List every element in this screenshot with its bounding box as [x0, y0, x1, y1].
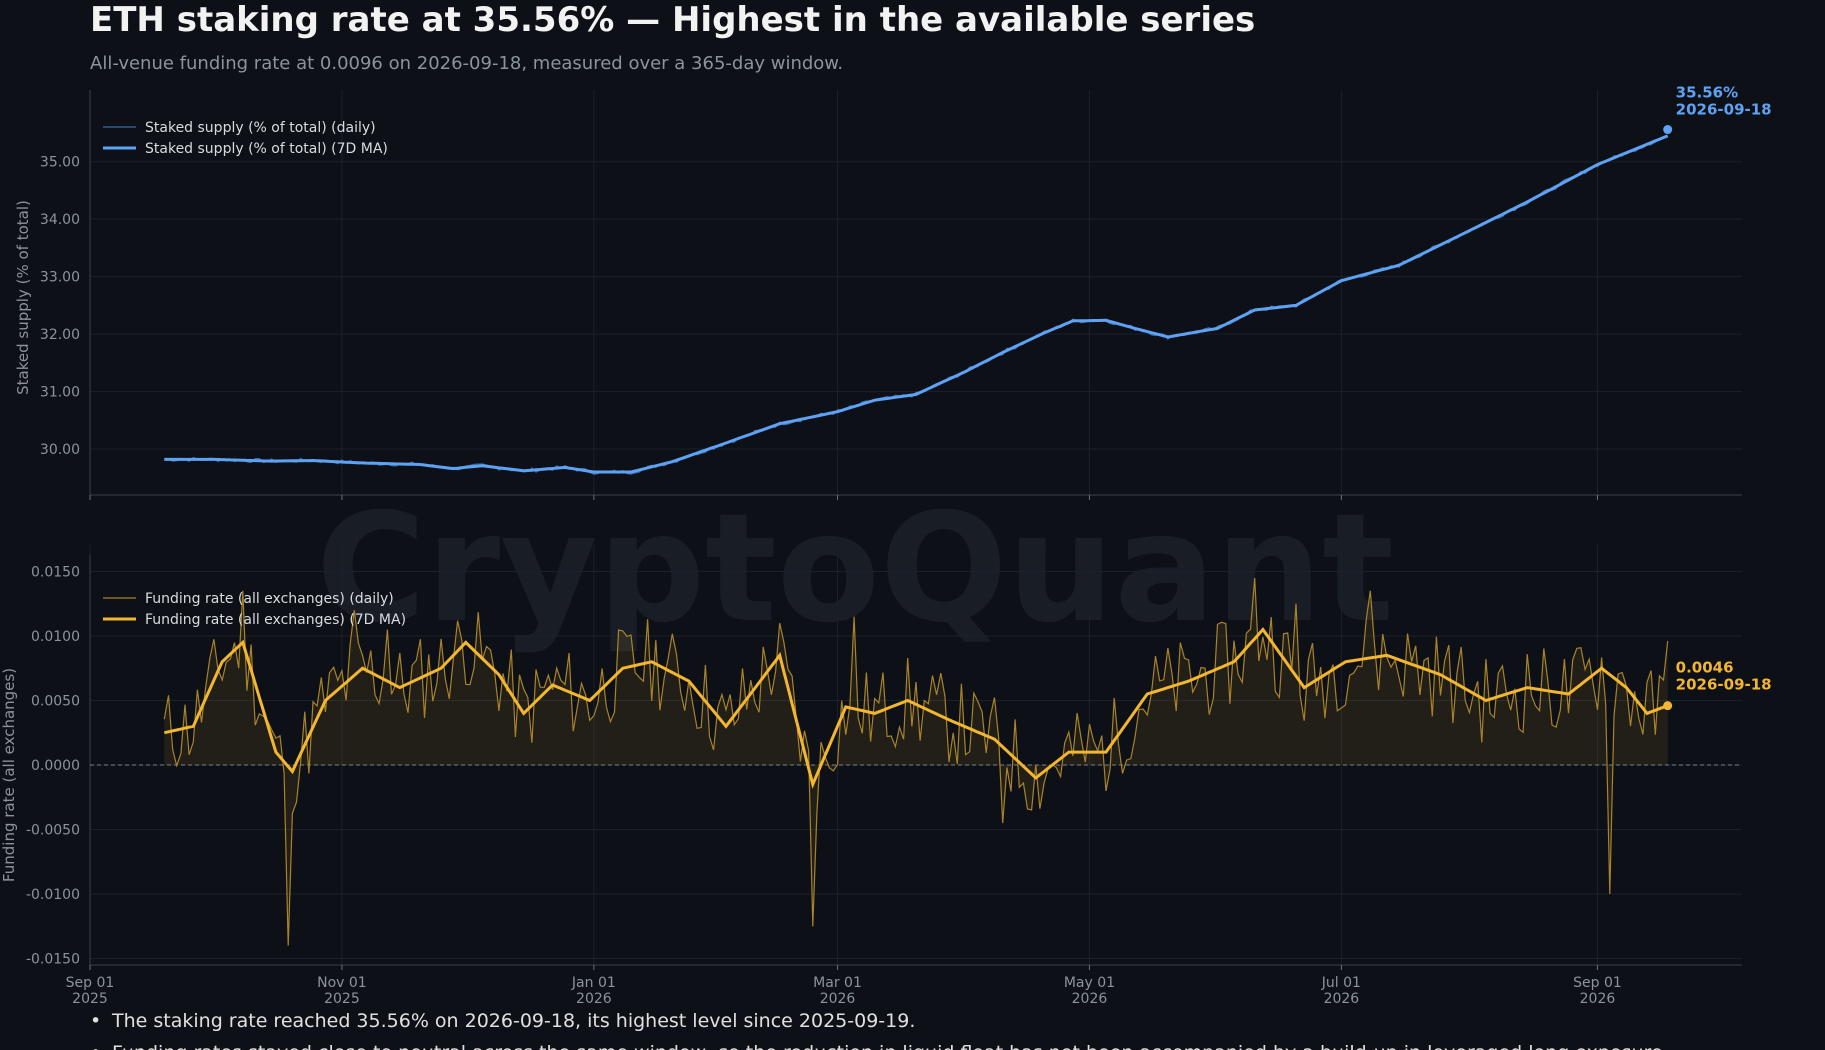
x-tick-label: Jul 01	[1321, 975, 1361, 991]
funding-panel: -0.0150 -0.0100 -0.0050 0.0000 0.0050 0.0100 0…	[0, 545, 1772, 1007]
y-tick-label: 34.00	[40, 212, 80, 228]
x-tick-label: Sep 01	[66, 975, 115, 991]
x-tick-label: Nov 01	[317, 975, 367, 991]
legend-label: Funding rate (all exchanges) (daily)	[145, 591, 394, 607]
x-tick-year: 2026	[576, 991, 612, 1007]
funding-annotation-value: 0.0046	[1676, 659, 1734, 677]
x-tick-label: Jan 01	[571, 975, 616, 991]
x-tick-label: May 01	[1064, 975, 1115, 991]
staking-ma-line	[164, 134, 1669, 474]
x-tick-year: 2026	[1580, 991, 1616, 1007]
note-item: The staking rate reached 35.56% on 2026-…	[90, 1010, 1669, 1032]
chart-title: ETH staking rate at 35.56% — Highest in …	[90, 0, 1256, 40]
staking-annotation-date: 2026-09-18	[1676, 101, 1772, 119]
staking-end-point	[1663, 125, 1673, 135]
y-tick-label: 35.00	[40, 155, 80, 171]
y-tick-label: 0.0050	[31, 693, 80, 709]
funding-annotation-date: 2026-09-18	[1676, 676, 1772, 694]
legend-label: Staked supply (% of total) (7D MA)	[145, 141, 388, 157]
funding-ma-line	[163, 627, 1669, 790]
legend-label: Funding rate (all exchanges) (7D MA)	[145, 612, 406, 628]
chart-subtitle: All-venue funding rate at 0.0096 on 2026…	[90, 53, 844, 74]
notes-list: The staking rate reached 35.56% on 2026-…	[90, 1010, 1669, 1050]
x-tick-label: Sep 01	[1573, 975, 1622, 991]
y-axis-label: Staked supply (% of total)	[14, 200, 32, 395]
y-tick-label: 30.00	[40, 442, 80, 458]
y-tick-label: -0.0050	[26, 823, 80, 839]
x-tick-year: 2025	[72, 991, 108, 1007]
x-tick-year: 2026	[820, 991, 856, 1007]
funding-daily-line	[163, 577, 1669, 946]
staking-daily-line	[164, 135, 1668, 475]
y-tick-label: -0.0150	[26, 952, 80, 968]
staking-panel: 30.00 31.00 32.00 33.00 34.00 35.00 Staked sup…	[14, 84, 1772, 500]
y-tick-label: 32.00	[40, 327, 80, 343]
x-tick-label: Mar 01	[813, 975, 862, 991]
x-tick-year: 2025	[324, 991, 360, 1007]
y-tick-label: 0.0150	[31, 564, 80, 580]
note-item: Funding rates stayed close to neutral ac…	[90, 1042, 1669, 1050]
x-tick-year: 2026	[1324, 991, 1360, 1007]
y-tick-label: 33.00	[40, 270, 80, 286]
y-tick-label: 31.00	[40, 385, 80, 401]
y-tick-label: 0.0000	[31, 758, 80, 774]
funding-end-point	[1663, 701, 1673, 711]
y-axis-label: Funding rate (all exchanges)	[0, 668, 18, 882]
y-tick-label: 0.0100	[31, 629, 80, 645]
legend-label: Staked supply (% of total) (daily)	[145, 120, 376, 136]
y-tick-label: -0.0100	[26, 887, 80, 903]
x-tick-year: 2026	[1072, 991, 1108, 1007]
staking-annotation-value: 35.56%	[1676, 84, 1738, 102]
